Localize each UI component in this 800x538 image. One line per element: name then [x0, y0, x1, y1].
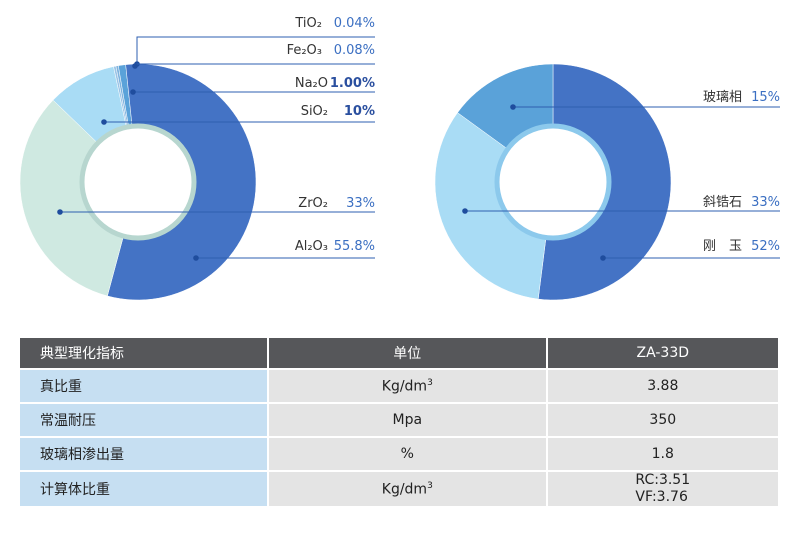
row-unit: % [267, 438, 546, 470]
leader-dot [600, 255, 606, 261]
donut-inner-ring [494, 123, 612, 241]
slice-value: 1.00% [330, 76, 375, 91]
mineral-composition-donut: 玻璃相 15% 斜锆石 33% 刚 玉 52% [434, 63, 780, 301]
unit-base: Kg/dm [381, 378, 428, 395]
donut-slice-刚玉 [537, 63, 672, 301]
leader-dot [101, 119, 107, 125]
header-unit: 单位 [267, 338, 546, 368]
table-row: 常温耐压 Mpa 350 [20, 404, 778, 436]
slice-value: 33% [751, 195, 780, 210]
slice-value: 15% [751, 90, 780, 105]
slice-label: 刚 玉 [703, 239, 742, 254]
unit-sup: 3 [427, 377, 433, 388]
slice-label: Al₂O₃ [295, 239, 328, 254]
slice-label: TiO₂ [294, 16, 322, 31]
slice-value: 33% [346, 196, 375, 211]
header-property: 典型理化指标 [20, 338, 268, 368]
slice-label: Na₂O [295, 76, 328, 91]
slice-label: ZrO₂ [298, 196, 328, 211]
properties-table: 典型理化指标 单位 ZA-33D 真比重 Kg/dm3 3.88 常温耐压 Mp… [20, 336, 778, 508]
row-unit: Mpa [267, 404, 546, 436]
value-rc: RC:3.51 [635, 472, 691, 488]
leader-dot [510, 104, 516, 110]
slice-value: 10% [344, 104, 375, 119]
leader-dot [462, 208, 468, 214]
slice-value: 0.08% [334, 43, 375, 58]
slice-value: 52% [751, 239, 780, 254]
unit-sup: 3 [427, 480, 433, 491]
row-name: 计算体比重 [20, 472, 268, 506]
slice-value: 55.8% [334, 239, 375, 254]
row-unit: Kg/dm3 [267, 472, 546, 506]
row-value: 350 [545, 404, 778, 436]
slice-label: 斜锆石 [703, 195, 742, 210]
leader-dot [130, 89, 136, 95]
donut-slice-斜锆石 [434, 112, 547, 300]
row-unit: Kg/dm3 [267, 370, 546, 402]
table-row: 计算体比重 Kg/dm3 RC:3.51 VF:3.76 [20, 472, 778, 506]
slice-label: Fe₂O₃ [287, 43, 322, 58]
row-value: RC:3.51 VF:3.76 [545, 472, 778, 506]
row-name: 常温耐压 [20, 404, 268, 436]
unit-base: % [400, 446, 414, 462]
row-value: 3.88 [545, 370, 778, 402]
value-vf: VF:3.76 [635, 489, 688, 505]
leader-line [136, 36, 375, 64]
row-value: 1.8 [545, 438, 778, 470]
table-row: 真比重 Kg/dm3 3.88 [20, 370, 778, 402]
unit-base: Kg/dm [381, 481, 428, 498]
chemical-composition-donut: TiO₂ 0.04% Fe₂O₃ 0.08% Na₂O 1.00%SiO₂ 10% ZrO₂ 3… [19, 16, 375, 301]
table-row: 玻璃相渗出量 % 1.8 [20, 438, 778, 470]
row-name: 真比重 [20, 370, 268, 402]
composition-charts: TiO₂ 0.04% Fe₂O₃ 0.08% Na₂O 1.00%SiO₂ 10% ZrO₂ 3… [19, 16, 780, 301]
donut-inner-ring [79, 123, 197, 241]
slice-label: 玻璃相 [703, 90, 742, 105]
leader-dot [193, 255, 199, 261]
unit-base: Mpa [392, 412, 423, 428]
table-header-row: 典型理化指标 单位 ZA-33D [20, 338, 778, 368]
row-name: 玻璃相渗出量 [20, 438, 268, 470]
header-product: ZA-33D [545, 338, 778, 368]
slice-label: SiO₂ [301, 104, 328, 119]
donut-slice-Al2O3 [107, 63, 257, 301]
slice-value: 0.04% [334, 16, 375, 31]
leader-dot [132, 63, 138, 69]
leader-line [134, 63, 375, 66]
leader-dot [57, 209, 63, 215]
